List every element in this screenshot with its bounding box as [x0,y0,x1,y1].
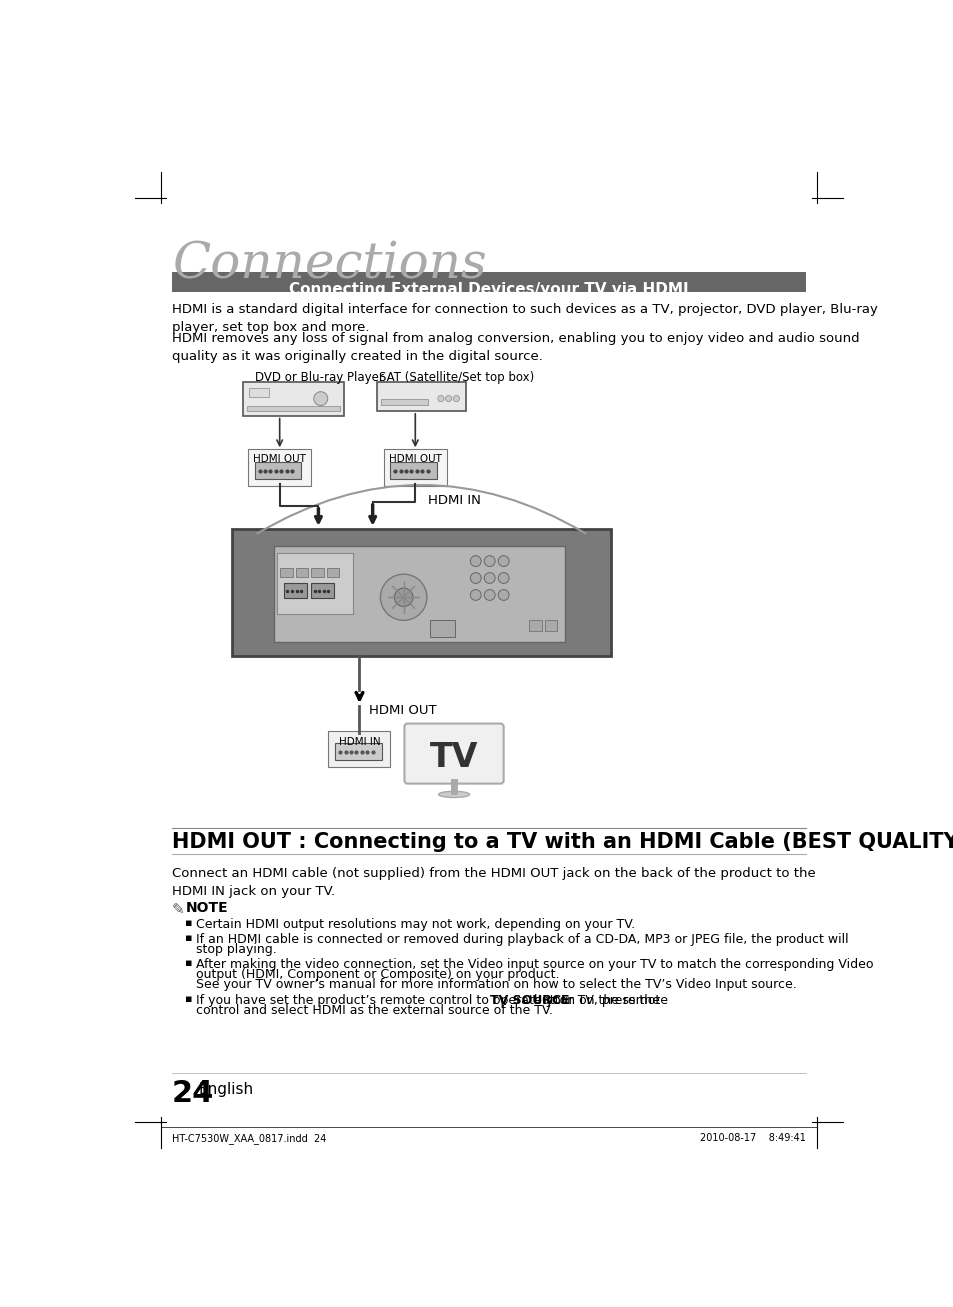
Circle shape [470,555,480,566]
Circle shape [314,392,328,405]
FancyBboxPatch shape [383,448,447,486]
Text: If you have set the product’s remote control to operate your TV, press the: If you have set the product’s remote con… [195,993,663,1006]
FancyBboxPatch shape [311,569,323,578]
Text: button on the remote: button on the remote [530,993,667,1006]
Text: ▪: ▪ [185,933,193,942]
Circle shape [497,555,509,566]
FancyBboxPatch shape [243,382,344,416]
FancyBboxPatch shape [335,742,381,759]
Circle shape [497,589,509,600]
Text: See your TV owner’s manual for more information on how to select the TV’s Video : See your TV owner’s manual for more info… [195,979,796,992]
Text: DVD or Blu-ray Player: DVD or Blu-ray Player [254,371,383,384]
Bar [381,399,427,405]
FancyBboxPatch shape [327,569,339,578]
Text: ✎: ✎ [172,902,185,918]
FancyBboxPatch shape [328,731,390,767]
Circle shape [484,572,495,583]
FancyBboxPatch shape [390,461,436,478]
FancyBboxPatch shape [430,620,455,637]
FancyBboxPatch shape [280,569,293,578]
Text: HDMI removes any loss of signal from analog conversion, enabling you to enjoy vi: HDMI removes any loss of signal from ana… [172,332,859,363]
Text: English: English [198,1082,253,1098]
FancyBboxPatch shape [172,272,805,291]
Text: ▪: ▪ [185,918,193,928]
FancyBboxPatch shape [232,529,611,656]
FancyBboxPatch shape [274,546,564,642]
FancyBboxPatch shape [248,448,311,486]
Text: HDMI IN: HDMI IN [427,494,480,507]
Text: HDMI OUT : Connecting to a TV with an HDMI Cable (BEST QUALITY): HDMI OUT : Connecting to a TV with an HD… [172,833,953,852]
Circle shape [453,396,459,401]
Text: After making the video connection, set the Video input source on your TV to matc: After making the video connection, set t… [195,958,873,971]
Text: If an HDMI cable is connected or removed during playback of a CD-DA, MP3 or JPEG: If an HDMI cable is connected or removed… [195,933,848,946]
Circle shape [437,396,443,401]
Circle shape [484,555,495,566]
Circle shape [380,574,427,621]
Text: Connect an HDMI cable (not supplied) from the HDMI OUT jack on the back of the p: Connect an HDMI cable (not supplied) fro… [172,867,815,898]
FancyBboxPatch shape [544,621,557,631]
FancyBboxPatch shape [276,553,353,614]
Text: Certain HDMI output resolutions may not work, depending on your TV.: Certain HDMI output resolutions may not … [195,918,635,931]
Circle shape [484,589,495,600]
Text: HDMI OUT: HDMI OUT [389,454,441,464]
Text: HT-C7530W_XAA_0817.indd  24: HT-C7530W_XAA_0817.indd 24 [172,1133,326,1144]
Circle shape [445,396,452,401]
Circle shape [394,588,413,606]
Ellipse shape [438,791,469,797]
Text: TV SOURCE: TV SOURCE [489,993,568,1006]
Text: Connections: Connections [172,240,486,289]
FancyBboxPatch shape [529,621,541,631]
FancyBboxPatch shape [295,569,308,578]
Text: HDMI OUT: HDMI OUT [369,703,436,716]
FancyBboxPatch shape [254,461,301,478]
Text: output (HDMI, Component or Composite) on your product.: output (HDMI, Component or Composite) on… [195,968,558,982]
Text: HDMI IN: HDMI IN [338,737,380,746]
Text: ▪: ▪ [185,993,193,1004]
FancyArrowPatch shape [257,485,585,533]
Text: stop playing.: stop playing. [195,944,276,955]
Text: HDMI is a standard digital interface for connection to such devices as a TV, pro: HDMI is a standard digital interface for… [172,303,877,335]
Text: control and select HDMI as the external source of the TV.: control and select HDMI as the external … [195,1004,553,1017]
FancyBboxPatch shape [377,382,466,410]
FancyBboxPatch shape [283,583,307,599]
Text: HDMI OUT: HDMI OUT [253,454,306,464]
Text: NOTE: NOTE [186,902,229,915]
Text: 24: 24 [172,1078,214,1107]
Text: Connecting External Devices/your TV via HDMI: Connecting External Devices/your TV via … [289,281,688,297]
Text: 2010-08-17    8:49:41: 2010-08-17 8:49:41 [700,1133,805,1144]
Bar [247,406,340,410]
Circle shape [497,572,509,583]
Circle shape [470,589,480,600]
Circle shape [470,572,480,583]
Text: TV: TV [430,741,477,774]
Bar [249,388,269,397]
FancyBboxPatch shape [311,583,334,599]
FancyBboxPatch shape [404,724,503,784]
Text: SAT (Satellite/Set top box): SAT (Satellite/Set top box) [378,371,534,384]
Text: ▪: ▪ [185,958,193,968]
